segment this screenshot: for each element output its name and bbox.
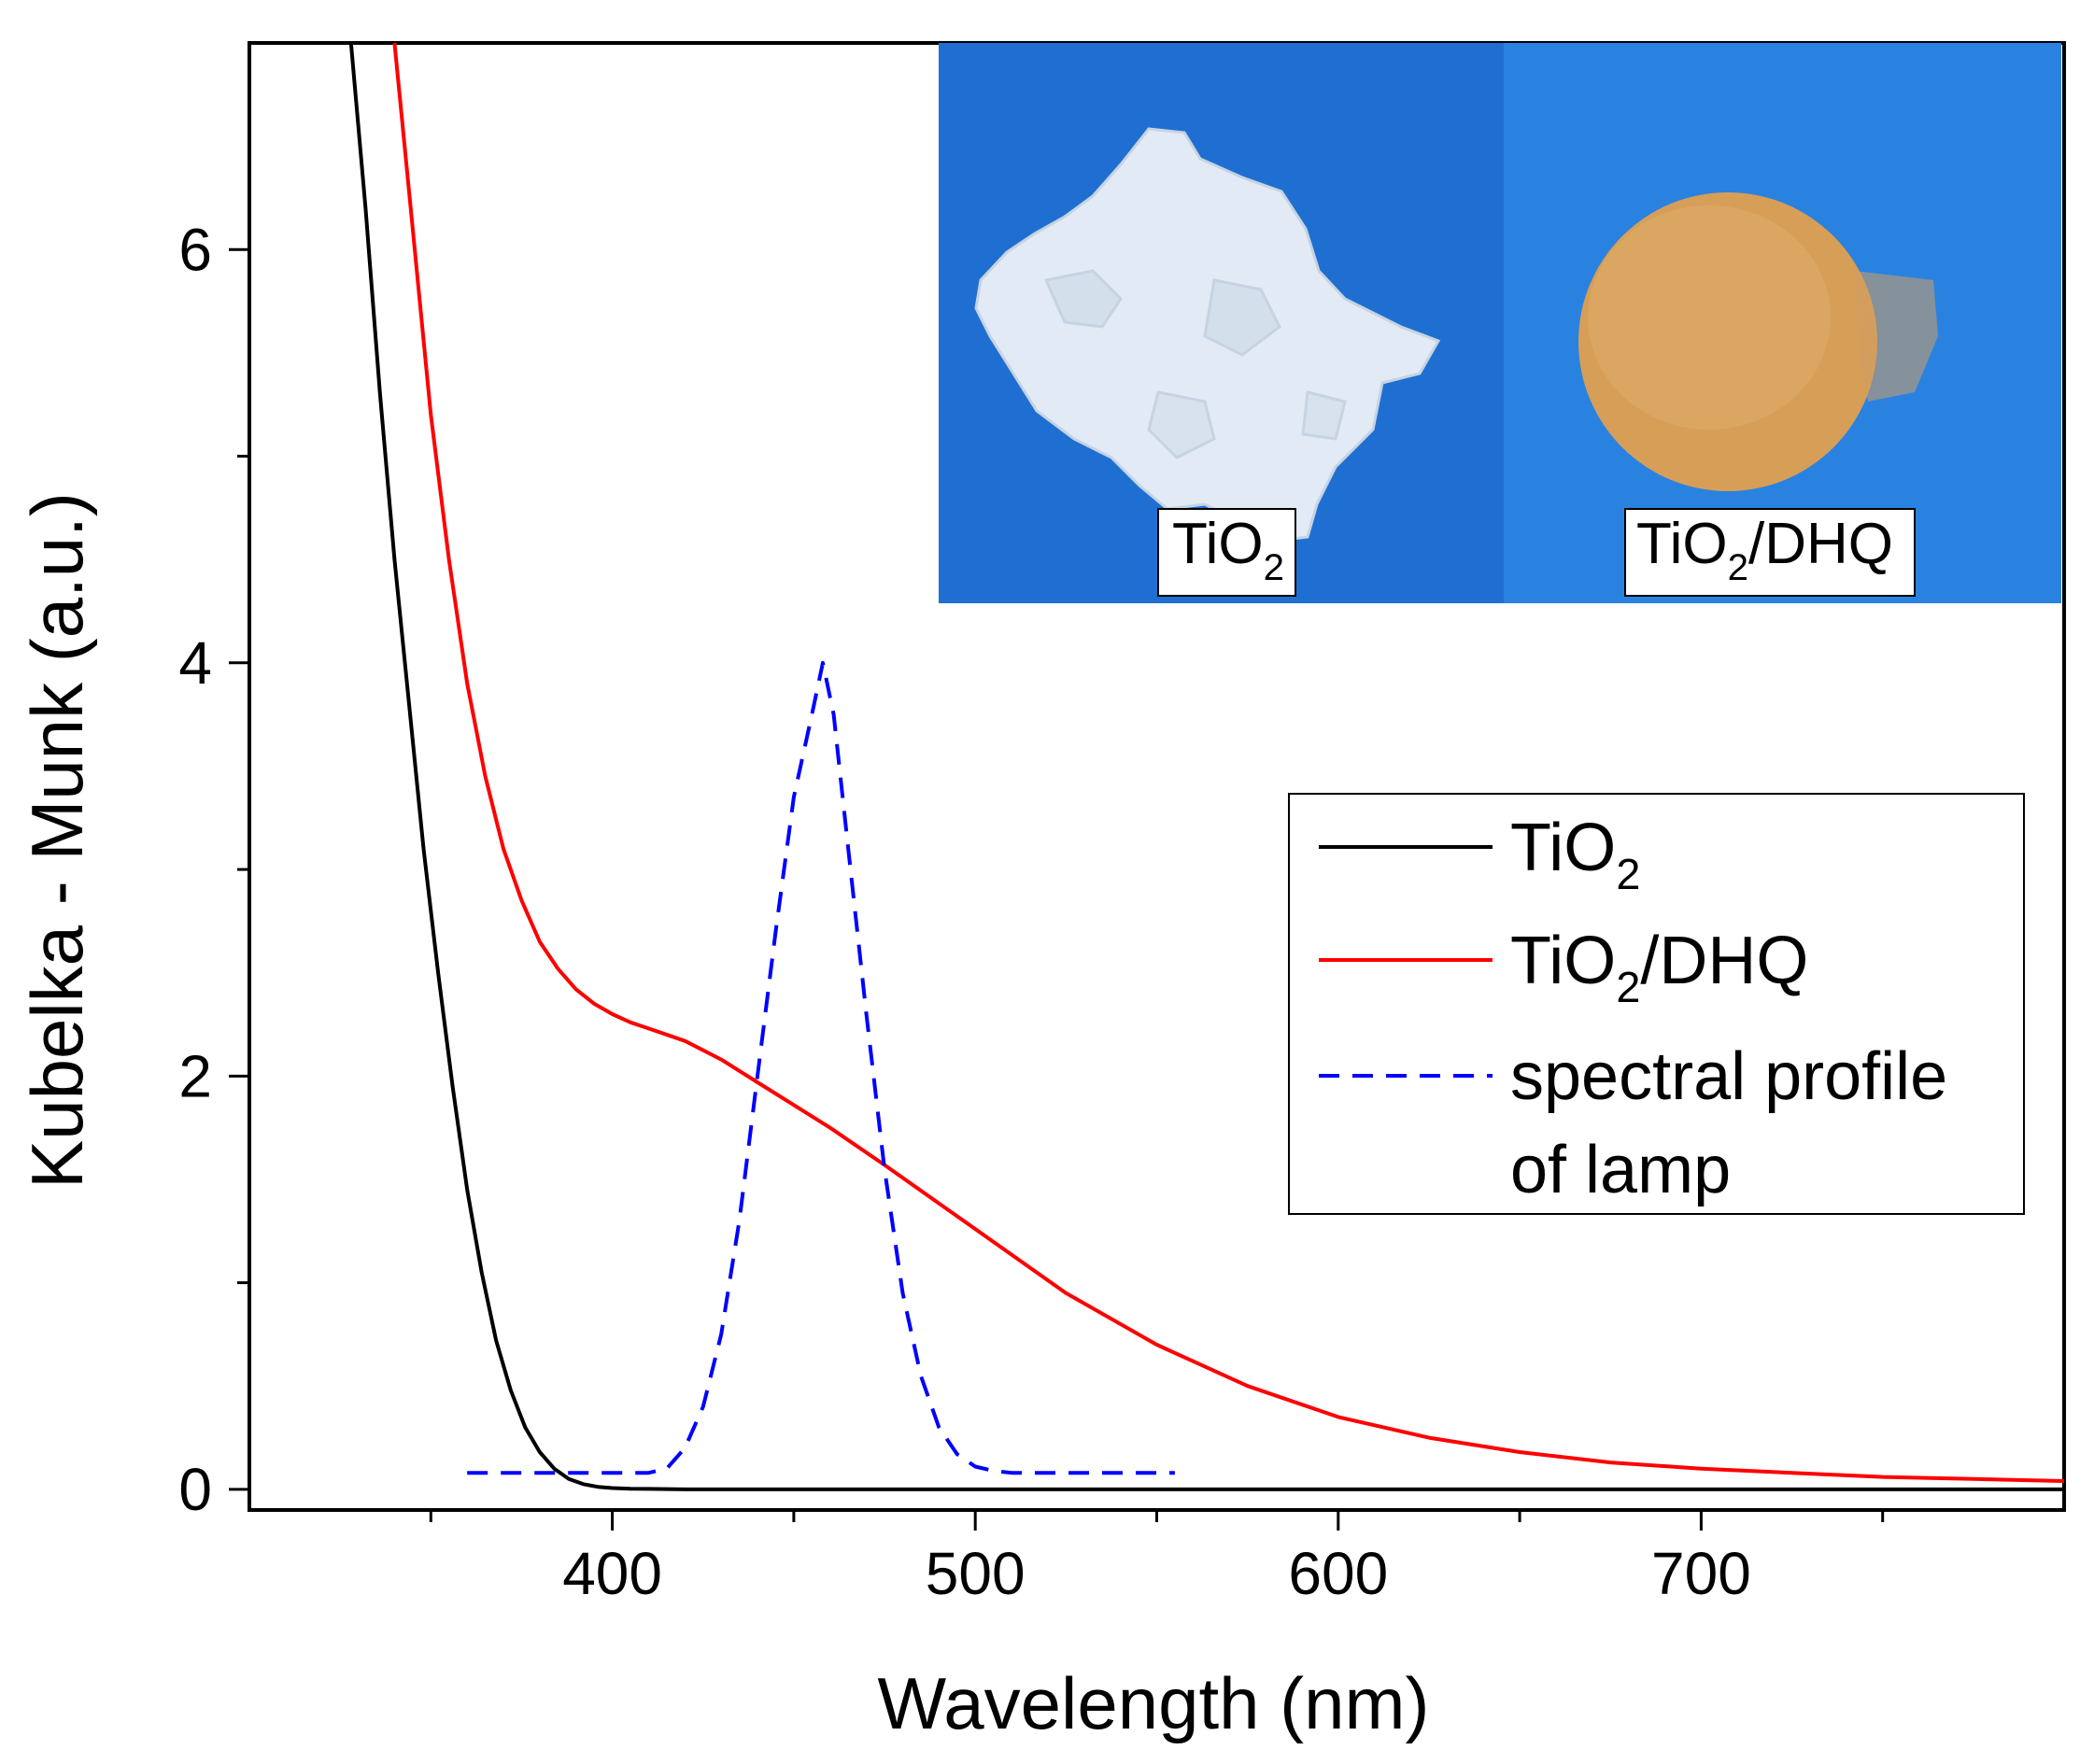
svg-text:TiO2/DHQ: TiO2/DHQ: [1636, 512, 1893, 588]
inset-label-dhq-base: TiO: [1636, 512, 1728, 576]
y-tick-label: 4: [178, 629, 212, 697]
tio2-dhq-powder-image: [1578, 192, 1938, 491]
legend-label-lamp-line1: spectral profile: [1510, 1039, 1947, 1114]
x-tick-label: 600: [1288, 1540, 1388, 1607]
x-tick-label: 500: [926, 1540, 1026, 1607]
series-line-2: [467, 660, 1175, 1475]
svg-text:TiO2: TiO2: [1172, 512, 1284, 588]
y-axis-title: Kubelka - Munk (a.u.): [16, 492, 98, 1189]
y-tick-label: 0: [178, 1456, 212, 1523]
y-tick-label: 2: [178, 1042, 212, 1109]
legend-label-lamp-line2: of lamp: [1510, 1133, 1731, 1207]
x-tick-label: 400: [562, 1540, 662, 1607]
tio2-powder-image: [974, 127, 1441, 543]
x-axis-title: Wavelength (nm): [878, 1662, 1430, 1744]
inset-label-dhq-sub: 2: [1728, 546, 1748, 588]
legend-label-tio2: TiO2: [1510, 811, 1640, 898]
legend-box: [1288, 793, 2025, 1215]
legend-label-tio2-dhq: TiO2/DHQ: [1510, 924, 1808, 1011]
inset-photo: TiO2 TiO2/DHQ: [939, 43, 2061, 603]
y-tick-label: 6: [178, 216, 212, 283]
series-line-0: [348, 43, 2064, 1491]
x-tick-label: 700: [1651, 1540, 1751, 1607]
axes: 400 500 600 700 0 2 4 6: [178, 216, 1885, 1607]
series-line-1: [392, 43, 2064, 1483]
legend: TiO2 TiO2/DHQ spectral profile of lamp: [1288, 793, 2025, 1215]
inset-label-tio2: TiO2: [1157, 508, 1296, 597]
series-layer: [348, 43, 2064, 1491]
inset-label-tio2-dhq: TiO2/DHQ: [1624, 508, 1916, 597]
inset-label-tio2-base: TiO: [1172, 512, 1264, 576]
inset-label-dhq-suffix: /DHQ: [1748, 512, 1893, 576]
inset-label-tio2-sub: 2: [1264, 546, 1284, 588]
